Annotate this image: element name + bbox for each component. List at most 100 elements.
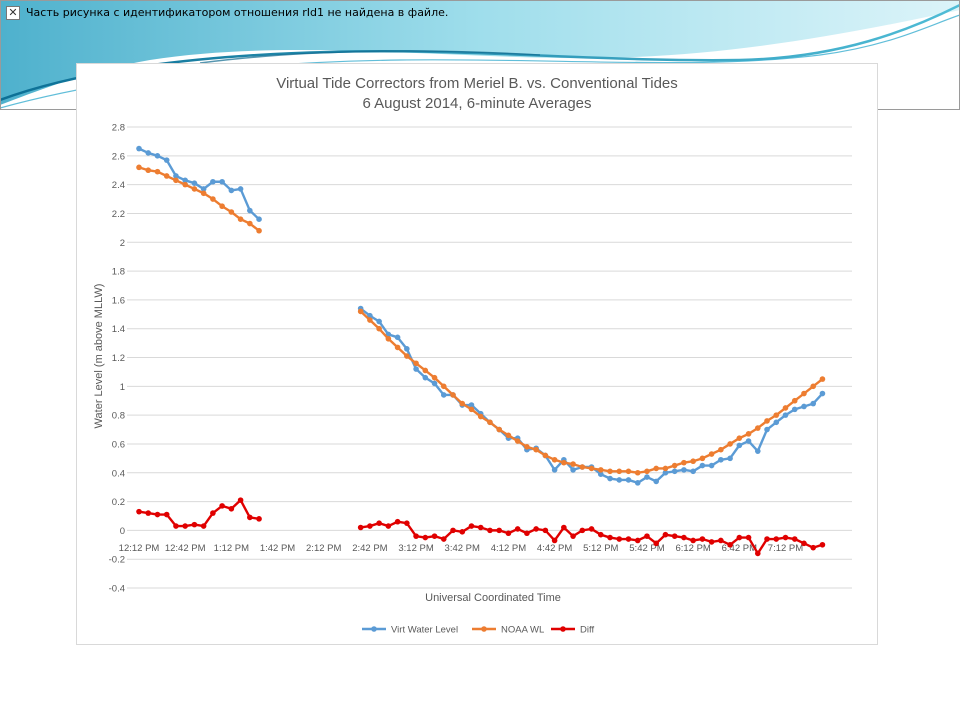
- data-point-noaa-wl: [736, 435, 743, 441]
- data-point-virt-water-level: [745, 438, 752, 444]
- data-point-diff: [551, 537, 558, 544]
- chart-panel: [76, 63, 878, 645]
- data-point-noaa-wl: [764, 418, 770, 424]
- data-point-noaa-wl: [376, 325, 382, 332]
- data-point-noaa-wl: [653, 465, 660, 472]
- chart-subtitle: 6 August 2014, 6-minute Averages: [362, 95, 591, 112]
- data-point-diff: [653, 540, 660, 547]
- data-point-diff: [810, 544, 817, 551]
- y-tick-label: 2.4: [112, 180, 125, 191]
- x-tick-label: 3:12 PM: [398, 543, 433, 554]
- series-line-virt-water-level: [138, 147, 260, 221]
- data-point-diff: [533, 526, 539, 532]
- legend-label: Virt Water Level: [391, 625, 458, 636]
- data-point-noaa-wl: [634, 469, 641, 476]
- series-layer: [136, 145, 826, 557]
- data-point-diff: [496, 527, 502, 534]
- data-point-virt-water-level: [237, 186, 244, 192]
- data-point-noaa-wl: [625, 468, 632, 475]
- data-point-noaa-wl: [367, 317, 373, 323]
- data-point-diff: [607, 534, 613, 541]
- data-point-virt-water-level: [634, 480, 641, 486]
- data-point-diff: [477, 524, 484, 531]
- data-point-diff: [247, 514, 253, 521]
- x-tick-label: 6:42 PM: [722, 543, 757, 554]
- data-point-noaa-wl: [256, 227, 262, 234]
- data-point-noaa-wl: [801, 390, 807, 397]
- data-point-diff: [644, 533, 650, 539]
- x-tick-label: 6:12 PM: [675, 543, 710, 554]
- data-point-noaa-wl: [607, 468, 613, 475]
- data-point-diff: [708, 539, 715, 545]
- chart-title: Virtual Tide Correctors from Meriel B. v…: [276, 75, 678, 92]
- data-point-noaa-wl: [524, 444, 530, 450]
- data-point-virt-water-level: [607, 475, 613, 482]
- legend-item-noaa-wl: NOAA WL: [472, 625, 544, 636]
- y-tick-label: 0.4: [112, 468, 125, 479]
- data-point-virt-water-level: [782, 412, 789, 418]
- data-point-noaa-wl: [450, 392, 456, 398]
- data-point-noaa-wl: [681, 459, 687, 466]
- data-point-noaa-wl: [219, 203, 225, 210]
- data-point-noaa-wl: [708, 451, 715, 457]
- data-point-noaa-wl: [819, 376, 826, 382]
- y-tick-label: 1.2: [112, 353, 125, 364]
- data-point-diff: [422, 534, 429, 541]
- data-point-diff: [200, 523, 207, 529]
- data-point-diff: [514, 526, 521, 532]
- data-point-noaa-wl: [791, 397, 798, 404]
- data-point-diff: [570, 533, 576, 539]
- data-point-diff: [487, 527, 493, 534]
- data-point-diff: [394, 518, 401, 525]
- data-point-virt-water-level: [394, 334, 401, 341]
- data-point-diff: [173, 523, 179, 529]
- data-point-diff: [237, 497, 244, 503]
- y-tick-label: 1.8: [112, 267, 125, 278]
- data-point-virt-water-level: [154, 153, 161, 159]
- data-point-virt-water-level: [182, 177, 188, 184]
- data-point-diff: [736, 534, 743, 541]
- series-line-noaa-wl: [359, 310, 824, 474]
- data-point-noaa-wl: [459, 400, 466, 407]
- data-point-virt-water-level: [616, 477, 623, 483]
- data-point-noaa-wl: [551, 456, 558, 463]
- data-point-virt-water-level: [653, 478, 660, 485]
- data-point-noaa-wl: [644, 468, 650, 475]
- legend-marker: [371, 626, 377, 632]
- data-point-virt-water-level: [791, 406, 798, 413]
- data-point-diff: [256, 516, 262, 522]
- data-point-virt-water-level: [681, 467, 687, 473]
- data-point-virt-water-level: [219, 178, 225, 185]
- data-point-noaa-wl: [404, 353, 410, 359]
- data-point-diff: [413, 533, 419, 539]
- data-point-virt-water-level: [200, 186, 207, 192]
- data-point-diff: [782, 534, 789, 541]
- data-point-diff: [616, 536, 623, 542]
- data-point-virt-water-level: [256, 216, 262, 222]
- data-point-noaa-wl: [570, 461, 576, 467]
- data-point-virt-water-level: [163, 157, 170, 163]
- legend-item-diff: Diff: [551, 625, 594, 636]
- data-point-diff: [468, 523, 475, 529]
- y-tick-label: 0: [120, 526, 125, 537]
- data-point-noaa-wl: [727, 441, 733, 447]
- broken-image-icon: ✕: [6, 6, 20, 20]
- data-point-virt-water-level: [764, 426, 770, 433]
- data-point-virt-water-level: [727, 455, 733, 462]
- data-point-virt-water-level: [801, 403, 807, 410]
- data-point-diff: [459, 529, 466, 535]
- x-tick-label: 12:12 PM: [119, 543, 160, 554]
- data-point-virt-water-level: [718, 456, 724, 463]
- legend-label: Diff: [580, 625, 594, 636]
- grid-lines: [127, 126, 852, 589]
- data-point-noaa-wl: [533, 446, 539, 453]
- data-point-noaa-wl: [422, 367, 429, 374]
- data-point-diff: [681, 534, 687, 541]
- data-point-noaa-wl: [357, 308, 364, 315]
- data-point-noaa-wl: [413, 360, 419, 367]
- data-point-diff: [136, 508, 142, 515]
- data-point-diff: [699, 536, 706, 542]
- data-point-virt-water-level: [699, 462, 706, 469]
- data-point-noaa-wl: [597, 467, 604, 473]
